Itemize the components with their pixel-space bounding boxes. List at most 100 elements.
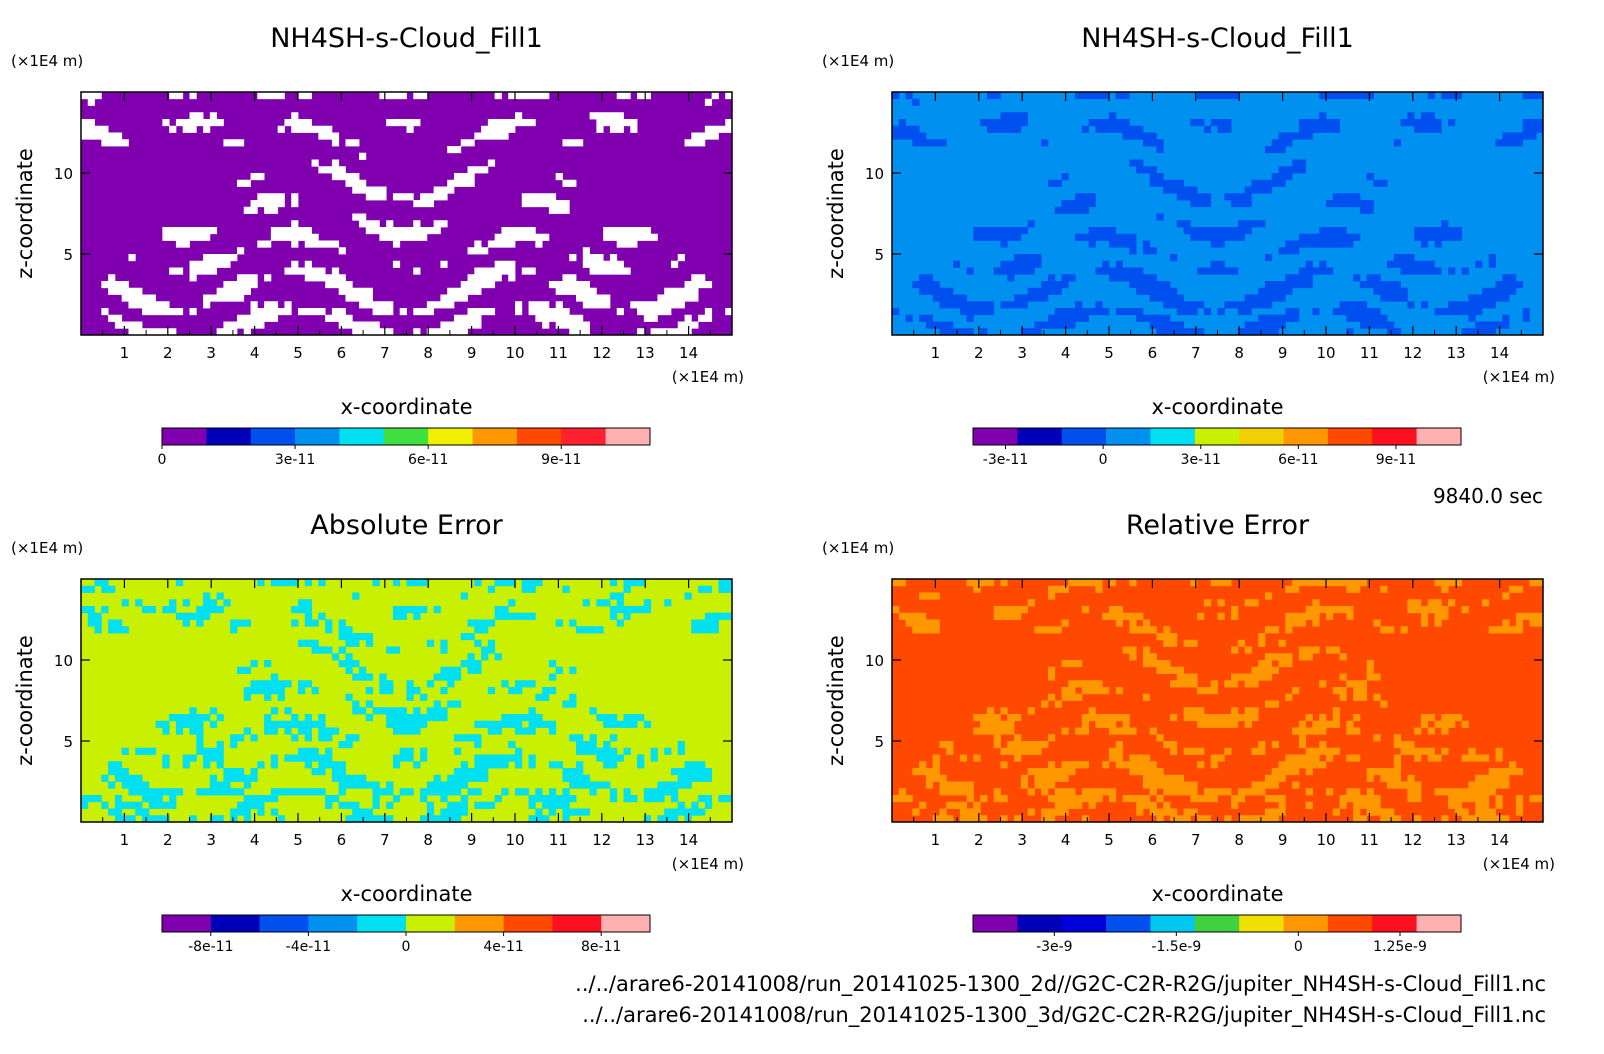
field-cell	[1244, 599, 1252, 607]
field-cell	[919, 281, 927, 289]
field-cell	[121, 801, 129, 809]
field-cell	[657, 781, 665, 789]
field-cell	[589, 294, 597, 302]
field-cell	[1224, 788, 1232, 796]
field-cell	[121, 321, 129, 329]
field-cell	[359, 666, 367, 674]
field-cell	[1054, 795, 1062, 803]
field-cell	[664, 815, 672, 823]
field-cell	[1278, 768, 1286, 776]
field-cell	[630, 119, 638, 127]
field-cell	[338, 741, 346, 749]
field-cell	[169, 795, 177, 803]
field-cell	[980, 727, 988, 735]
field-cell	[1529, 795, 1537, 803]
field-cell	[501, 267, 509, 275]
field-cell	[121, 768, 129, 776]
field-cell	[399, 714, 407, 722]
field-cell	[386, 92, 394, 100]
field-cell	[1271, 666, 1279, 674]
field-cell	[1007, 112, 1015, 120]
field-cell	[501, 227, 509, 235]
field-cell	[603, 714, 611, 722]
colorbar-swatch	[1372, 915, 1417, 932]
field-cell	[209, 707, 218, 715]
field-cell	[440, 646, 448, 654]
field-cell	[372, 227, 380, 235]
field-cell	[1502, 781, 1510, 789]
field-cell	[162, 754, 170, 762]
x-tick-label: 14	[679, 344, 698, 362]
field-cell	[87, 795, 95, 803]
field-cell	[209, 788, 218, 796]
field-cell	[487, 281, 496, 289]
field-cell	[1000, 227, 1008, 235]
field-cell	[94, 619, 102, 627]
field-cell	[1258, 639, 1266, 647]
field-cell	[521, 714, 529, 722]
colorbar-tick-label: 3e-11	[1181, 452, 1221, 468]
field-cell	[420, 693, 428, 701]
field-cell	[1210, 687, 1218, 695]
field-cell	[392, 606, 401, 614]
field-cell	[528, 200, 536, 208]
field-cell	[1210, 233, 1218, 241]
field-cell	[912, 139, 920, 147]
field-cell	[657, 328, 665, 336]
field-cell	[1359, 200, 1368, 208]
field-cell	[182, 227, 190, 235]
colorbar-swatch	[503, 915, 553, 932]
field-cell	[399, 727, 407, 735]
field-cell	[1278, 247, 1286, 255]
field-cell	[1183, 747, 1191, 755]
field-cell	[142, 301, 150, 309]
field-cell	[243, 619, 251, 627]
field-cell	[270, 206, 279, 214]
field-cell	[912, 808, 920, 816]
field-cell	[1468, 788, 1476, 796]
field-cell	[1237, 193, 1246, 201]
field-cell	[616, 754, 624, 762]
field-cell	[481, 125, 489, 133]
field-cell	[1129, 159, 1137, 167]
field-cell	[1081, 687, 1090, 695]
field-cell	[1183, 328, 1191, 336]
field-cell	[1007, 125, 1015, 133]
field-cell	[1095, 579, 1103, 587]
field-cell	[1454, 301, 1463, 309]
field-cell	[596, 599, 604, 607]
field-cell	[508, 227, 516, 235]
field-cell	[1081, 200, 1090, 208]
field-cell	[1109, 274, 1117, 282]
field-cell	[521, 727, 529, 735]
field-cell	[298, 267, 306, 275]
field-cell	[892, 125, 900, 133]
x-unit-label: (×1E4 m)	[1483, 855, 1555, 873]
field-cell	[494, 92, 502, 100]
field-cell	[508, 754, 516, 762]
field-cell	[175, 119, 184, 127]
field-cell	[515, 680, 523, 688]
field-cell	[379, 92, 387, 100]
field-cell	[1346, 240, 1354, 248]
x-tick-label: 5	[293, 831, 303, 849]
field-cell	[1414, 267, 1422, 275]
field-cell	[1251, 186, 1259, 194]
field-cell	[898, 119, 906, 127]
field-cell	[1448, 714, 1456, 722]
field-cell	[209, 720, 218, 728]
field-cell	[318, 646, 326, 654]
field-cell	[501, 579, 509, 587]
field-cell	[1109, 119, 1117, 127]
field-cell	[325, 240, 333, 248]
field-cell	[691, 281, 699, 289]
field-cell	[277, 92, 285, 100]
field-cell	[1278, 146, 1286, 154]
field-cell	[1454, 308, 1463, 316]
field-cell	[1095, 585, 1103, 593]
field-cell	[257, 308, 265, 316]
field-cell	[1278, 761, 1286, 769]
field-cell	[298, 788, 306, 796]
field-cell	[494, 240, 502, 248]
field-cell	[467, 166, 475, 174]
